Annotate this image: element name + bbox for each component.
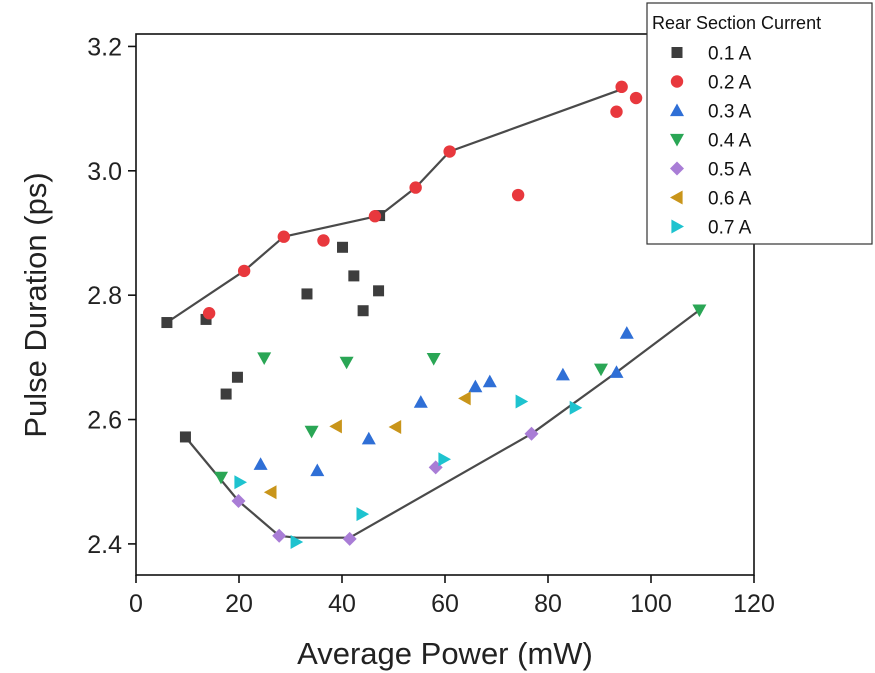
legend-marker — [671, 219, 684, 234]
point-0-4-A — [339, 356, 354, 370]
y-axis-title: Pulse Duration (ps) — [18, 172, 53, 437]
legend-marker — [670, 161, 684, 176]
upper-envelope-line — [166, 88, 622, 324]
legend-marker — [671, 47, 683, 58]
point-0-3-A — [619, 326, 634, 339]
point-0-2-A — [443, 145, 456, 158]
point-0-3-A — [482, 374, 497, 388]
point-0-2-A — [368, 209, 382, 223]
legend-label: 0.7 A — [708, 218, 752, 239]
point-0-5-A — [342, 531, 357, 546]
point-0-3-A — [468, 379, 483, 393]
point-0-1-A — [337, 241, 349, 253]
point-0-2-A — [629, 91, 643, 105]
point-0-1-A — [348, 270, 360, 282]
point-0-6-A — [458, 391, 471, 406]
legend-label: 0.5 A — [708, 160, 752, 181]
point-0-7-A — [356, 507, 370, 522]
x-tick-label: 40 — [328, 590, 356, 618]
point-0-4-A — [692, 304, 707, 318]
point-0-1-A — [357, 305, 369, 317]
point-0-4-A — [257, 352, 272, 365]
point-0-3-A — [253, 457, 268, 470]
point-0-2-A — [202, 307, 216, 320]
point-0-2-A — [409, 181, 422, 194]
point-0-4-A — [426, 353, 441, 366]
point-0-7-A — [515, 394, 529, 409]
x-tick-label: 100 — [630, 590, 672, 618]
x-tick-label: 20 — [225, 590, 253, 618]
point-0-2-A — [610, 105, 623, 118]
point-0-2-A — [317, 234, 330, 247]
point-0-2-A — [277, 230, 291, 243]
point-0-5-A — [231, 494, 246, 508]
x-axis-title: Average Power (mW) — [297, 636, 593, 671]
point-0-4-A — [214, 471, 228, 485]
legend-marker — [670, 75, 684, 88]
point-0-1-A — [161, 317, 173, 329]
lower-envelope-line — [184, 309, 701, 539]
point-0-2-A — [511, 188, 525, 202]
legend-label: 0.6 A — [708, 189, 752, 210]
axis-ticks: 0 20 40 60 80 100 120 2.4 2.6 2.8 3.0 3.2 — [87, 33, 775, 618]
legend-marker — [670, 190, 683, 205]
point-0-3-A — [413, 395, 428, 408]
point-0-1-A — [179, 431, 191, 443]
point-0-1-A — [373, 285, 385, 297]
legend-marker — [670, 103, 684, 117]
x-tick-label: 60 — [431, 590, 459, 618]
point-0-4-A — [594, 363, 608, 377]
x-tick-label: 80 — [534, 590, 562, 618]
y-tick-label: 2.4 — [87, 531, 122, 559]
legend-label: 0.4 A — [708, 131, 752, 152]
point-0-1-A — [200, 313, 212, 325]
legend-label: 0.2 A — [708, 73, 752, 94]
point-0-1-A — [231, 371, 243, 383]
point-0-5-A — [272, 528, 287, 543]
y-tick-label: 3.2 — [87, 33, 122, 61]
legend-box — [646, 2, 873, 245]
y-tick-label: 2.6 — [87, 407, 122, 435]
point-0-1-A — [220, 388, 232, 400]
point-0-6-A — [329, 419, 342, 434]
point-0-7-A — [569, 400, 583, 415]
legend-label: 0.1 A — [708, 44, 752, 65]
legend-entries: 0.1 A 0.2 A 0.3 A 0.4 A 0.5 A 0.6 A 0.7 A — [670, 44, 752, 239]
legend-title: Rear Section Current — [652, 13, 821, 33]
legend-label: 0.3 A — [708, 102, 752, 123]
legend: Rear Section Current 0.1 A 0.2 A 0.3 A 0.4 … — [646, 2, 873, 245]
data-points — [161, 80, 707, 549]
point-0-7-A — [438, 452, 451, 467]
point-0-3-A — [361, 431, 376, 445]
point-0-2-A — [615, 80, 628, 94]
point-0-4-A — [304, 425, 319, 439]
x-tick-label: 0 — [129, 590, 143, 618]
point-0-1-A — [301, 288, 313, 300]
point-0-6-A — [263, 485, 277, 500]
point-0-3-A — [609, 365, 624, 378]
legend-marker — [670, 133, 684, 147]
x-tick-label: 120 — [733, 590, 775, 618]
point-0-3-A — [555, 367, 570, 381]
point-0-6-A — [388, 420, 402, 434]
y-tick-label: 2.8 — [87, 282, 122, 310]
point-0-7-A — [290, 535, 304, 549]
point-0-5-A — [524, 426, 539, 441]
point-0-3-A — [310, 463, 325, 477]
point-0-2-A — [237, 264, 251, 278]
point-0-7-A — [234, 475, 247, 490]
y-tick-label: 3.0 — [87, 158, 122, 186]
